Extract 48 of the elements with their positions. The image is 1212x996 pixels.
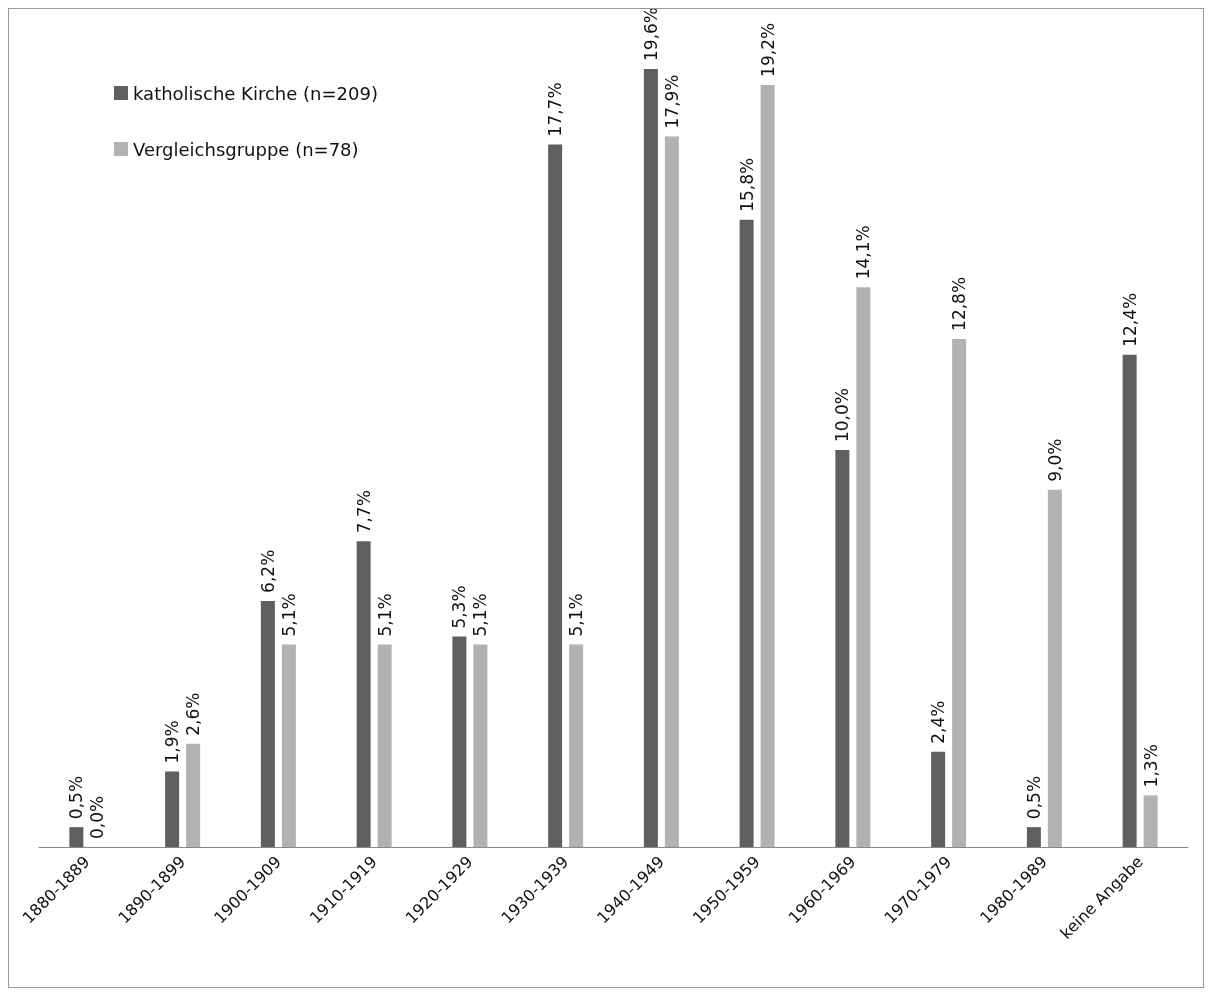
data-label: 6,2% (257, 549, 278, 593)
data-label: 15,8% (736, 157, 757, 212)
bar (739, 219, 754, 847)
data-label: 9,0% (1044, 438, 1065, 482)
data-label: 12,8% (949, 276, 970, 331)
bar (165, 771, 180, 847)
bar (1047, 489, 1062, 847)
data-label: 5,1% (566, 593, 587, 637)
data-label: 0,0% (87, 795, 108, 839)
data-label: 0,5% (66, 775, 87, 820)
bar (377, 644, 392, 847)
data-label: 14,1% (853, 225, 874, 280)
bar (548, 144, 563, 847)
data-label: 17,9% (661, 74, 682, 129)
bar (1143, 795, 1158, 847)
bar (760, 84, 775, 847)
bar (1026, 827, 1041, 847)
bar (281, 644, 296, 847)
data-label: 19,2% (757, 22, 778, 77)
data-label: 5,3% (449, 585, 470, 629)
bar (260, 600, 275, 847)
data-label: 5,1% (278, 593, 299, 637)
data-label: 10,0% (832, 388, 853, 443)
bar (856, 287, 871, 847)
data-label: 17,7% (545, 82, 566, 137)
bar (69, 827, 84, 847)
data-label: 1,9% (162, 720, 183, 764)
data-label: 1,3% (1140, 744, 1161, 788)
data-label: 12,4% (1119, 292, 1140, 347)
bar (643, 69, 658, 847)
bar (931, 751, 946, 847)
legend-label: katholische Kirche (n=209) (133, 82, 378, 104)
data-label: 7,7% (353, 490, 374, 534)
bar (835, 450, 850, 847)
data-label: 2,6% (183, 692, 204, 736)
bar (569, 644, 584, 847)
legend-label: Vergleichsgruppe (n=78) (133, 138, 359, 160)
bar (664, 136, 679, 847)
bar (186, 743, 201, 847)
data-label: 0,5% (1023, 775, 1044, 820)
bar (952, 338, 967, 847)
bar (452, 636, 467, 847)
bar (356, 541, 371, 847)
bar (1122, 354, 1137, 847)
data-label: 5,1% (374, 593, 395, 637)
data-label: 5,1% (470, 593, 491, 637)
data-label: 2,4% (928, 700, 949, 744)
bar (473, 644, 488, 847)
